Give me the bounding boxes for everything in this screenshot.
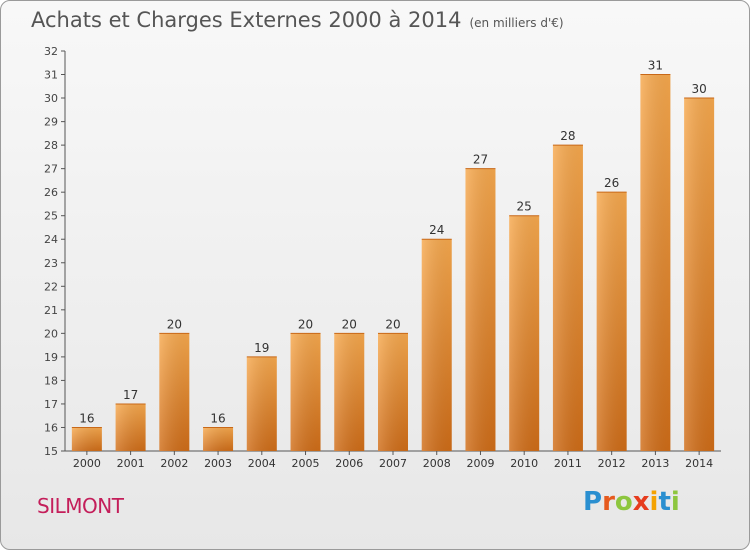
y-tick-label: 27 xyxy=(44,163,58,176)
y-tick-label: 32 xyxy=(44,45,58,58)
y-tick-label: 16 xyxy=(44,421,58,434)
bar-value-label: 19 xyxy=(254,341,269,355)
x-tick-label: 2003 xyxy=(204,457,232,470)
bar-shade xyxy=(290,333,321,451)
bar-shade xyxy=(596,192,627,452)
y-tick-label: 30 xyxy=(44,92,58,105)
bar-shade xyxy=(378,333,408,451)
bar-value-label: 16 xyxy=(210,411,225,425)
y-tick-label: 24 xyxy=(44,233,58,246)
logo-letter: i xyxy=(670,487,680,517)
y-tick-label: 19 xyxy=(44,351,58,364)
commune-name: SILMONT xyxy=(37,494,124,518)
bar-value-label: 26 xyxy=(604,176,619,190)
y-tick-label: 31 xyxy=(44,69,58,82)
x-tick-label: 2010 xyxy=(510,457,538,470)
y-tick-label: 21 xyxy=(44,304,58,317)
bar-shade xyxy=(684,98,715,451)
bars xyxy=(71,74,715,452)
bar-shade xyxy=(421,239,452,451)
bar-value-label: 20 xyxy=(167,317,182,331)
chart-unit: (en milliers d'€) xyxy=(469,16,564,30)
logo-letter: t xyxy=(658,487,671,517)
bar-value-label: 25 xyxy=(517,200,532,214)
y-tick-label: 15 xyxy=(44,445,58,458)
x-tick-label: 2008 xyxy=(423,457,451,470)
y-tick-label: 26 xyxy=(44,186,58,199)
bar-shade xyxy=(640,74,671,451)
x-tick-label: 2007 xyxy=(379,457,407,470)
proxiti-logo: Proxiti xyxy=(583,487,680,517)
chart-title-text: Achats et Charges Externes 2000 à 2014 xyxy=(31,8,462,32)
y-tick-label: 22 xyxy=(44,280,58,293)
x-tick-label: 2001 xyxy=(117,457,145,470)
x-tick-label: 2000 xyxy=(73,457,101,470)
bar-shade xyxy=(246,356,277,451)
x-tick-label: 2002 xyxy=(160,457,188,470)
logo-letter: r xyxy=(602,487,615,517)
axes: 15 16 17 18 19 20 21 22 23 24 25 26 27 28 29 30 31 32 2000… xyxy=(44,45,721,470)
bar-shade xyxy=(509,215,540,451)
y-tick-label: 29 xyxy=(44,116,58,129)
y-tick-label: 17 xyxy=(44,398,58,411)
x-tick-label: 2013 xyxy=(641,457,669,470)
bar-shade xyxy=(159,333,190,451)
bar-value-label: 16 xyxy=(79,411,94,425)
bar-shade xyxy=(334,333,365,451)
bar-value-label: 20 xyxy=(342,317,357,331)
x-tick-label: 2005 xyxy=(292,457,320,470)
bar-value-label: 28 xyxy=(560,129,575,143)
x-tick-label: 2014 xyxy=(685,457,713,470)
logo-letter: i xyxy=(649,487,659,517)
y-tick-label: 23 xyxy=(44,257,58,270)
bar-value-label: 31 xyxy=(648,59,663,73)
y-tick-label: 28 xyxy=(44,139,58,152)
y-tick-label: 18 xyxy=(44,374,58,387)
logo-letter: x xyxy=(632,487,650,517)
chart-title: Achats et Charges Externes 2000 à 2014 (e… xyxy=(31,8,564,32)
logo-letter: P xyxy=(583,487,603,517)
bar-value-label: 24 xyxy=(429,223,444,237)
bar-value-label: 20 xyxy=(385,317,400,331)
bar-value-label: 27 xyxy=(473,153,488,167)
y-tick-label: 20 xyxy=(44,327,58,340)
x-tick-label: 2006 xyxy=(335,457,363,470)
x-tick-label: 2011 xyxy=(554,457,582,470)
bar-shade xyxy=(552,145,583,451)
bar-value-label: 30 xyxy=(691,82,706,96)
x-tick-label: 2009 xyxy=(466,457,494,470)
x-tick-label: 2004 xyxy=(248,457,276,470)
x-tick-label: 2012 xyxy=(598,457,626,470)
bar-shade xyxy=(115,403,146,451)
bar-value-label: 20 xyxy=(298,317,313,331)
bar-value-label: 17 xyxy=(123,388,138,402)
bar-shade xyxy=(71,427,102,451)
bar-shade xyxy=(203,427,234,451)
y-tick-label: 25 xyxy=(44,210,58,223)
value-labels: 16 17 20 16 19 20 20 20 24 27 25 28 26 31 30 xyxy=(79,59,707,426)
logo-letter: o xyxy=(614,487,633,517)
bar-shade xyxy=(465,168,496,451)
